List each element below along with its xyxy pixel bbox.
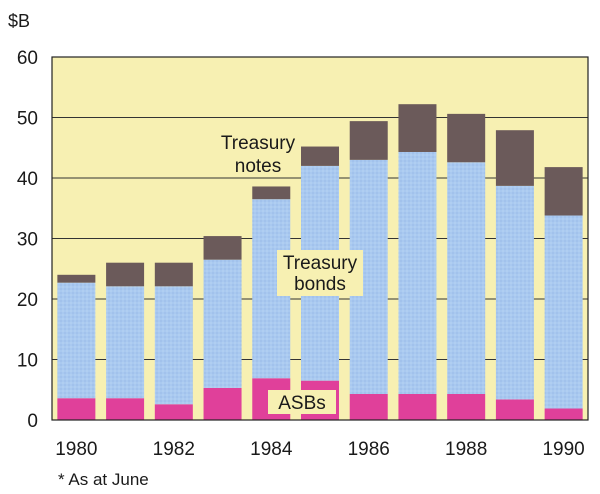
bar-treasury-notes-1984 <box>252 186 291 200</box>
plot-frame <box>51 56 589 421</box>
bar-asbs-1988 <box>447 393 486 420</box>
y-tick-label-0: 0 <box>27 411 38 432</box>
bar-asbs-1986 <box>349 393 388 420</box>
bar-asbs-1980 <box>57 398 96 420</box>
y-tick-label-50: 50 <box>17 109 38 130</box>
bar-asbs-1989 <box>495 399 534 420</box>
annotation-notes-line1: Treasury <box>221 133 296 154</box>
x-tick-label-1984: 1984 <box>250 439 293 460</box>
bar-treasury-notes-1987 <box>398 104 437 152</box>
footnote: * As at June <box>58 470 149 489</box>
annotation-asbs: ASBs <box>268 390 336 414</box>
bar-treasury-notes-1990 <box>544 167 583 216</box>
x-tick-label-1982: 1982 <box>153 439 195 460</box>
bar-asbs-1981 <box>106 398 145 420</box>
bar-treasury-bonds-1982 <box>154 286 193 405</box>
bar-treasury-bonds-1987 <box>398 151 437 394</box>
x-tick-label-1980: 1980 <box>55 439 97 460</box>
bar-asbs-1987 <box>398 393 437 420</box>
bar-treasury-bonds-1981 <box>106 286 145 399</box>
bar-asbs-1982 <box>154 404 193 420</box>
bar-treasury-bonds-1990 <box>544 215 583 409</box>
bar-treasury-notes-1982 <box>154 262 193 287</box>
x-tick-labels: 1980 1982 1984 1986 1988 1990 <box>55 439 585 460</box>
bar-treasury-notes-1980 <box>57 274 96 283</box>
bar-treasury-bonds-1988 <box>447 162 486 394</box>
annotation-asbs-text: ASBs <box>278 393 326 414</box>
y-tick-label-10: 10 <box>17 351 38 372</box>
annotation-notes-line2: notes <box>235 156 281 177</box>
bar-treasury-notes-1986 <box>349 121 388 160</box>
bar-treasury-bonds-1989 <box>495 185 534 400</box>
bar-asbs-1990 <box>544 408 583 420</box>
bar-treasury-bonds-1983 <box>203 259 242 388</box>
bar-treasury-notes-1988 <box>447 113 486 163</box>
y-tick-label-30: 30 <box>17 230 38 251</box>
y-tick-labels: 0 10 20 30 40 50 60 <box>17 48 38 432</box>
y-tick-label-60: 60 <box>17 48 38 69</box>
annotation-bonds-background <box>277 250 363 296</box>
bar-treasury-notes-1983 <box>203 236 242 260</box>
annotation-treasury-bonds: Treasury bonds <box>277 250 363 296</box>
bar-asbs-1983 <box>203 387 242 420</box>
x-tick-label-1986: 1986 <box>348 439 390 460</box>
y-unit-label: $B <box>8 11 30 31</box>
annotation-bonds-line1: Treasury <box>283 253 358 274</box>
bar-treasury-bonds-1980 <box>57 282 96 399</box>
bar-treasury-notes-1989 <box>495 130 534 186</box>
bar-treasury-notes-1981 <box>106 262 145 287</box>
x-tick-label-1990: 1990 <box>542 439 584 460</box>
annotation-asbs-background <box>268 390 336 414</box>
annotation-treasury-notes: Treasury notes <box>221 133 296 177</box>
annotation-bonds-line2: bonds <box>294 274 346 295</box>
bar-treasury-notes-1985 <box>300 146 340 166</box>
y-tick-label-40: 40 <box>17 169 38 190</box>
y-tick-label-20: 20 <box>17 290 38 311</box>
x-tick-label-1988: 1988 <box>445 439 487 460</box>
